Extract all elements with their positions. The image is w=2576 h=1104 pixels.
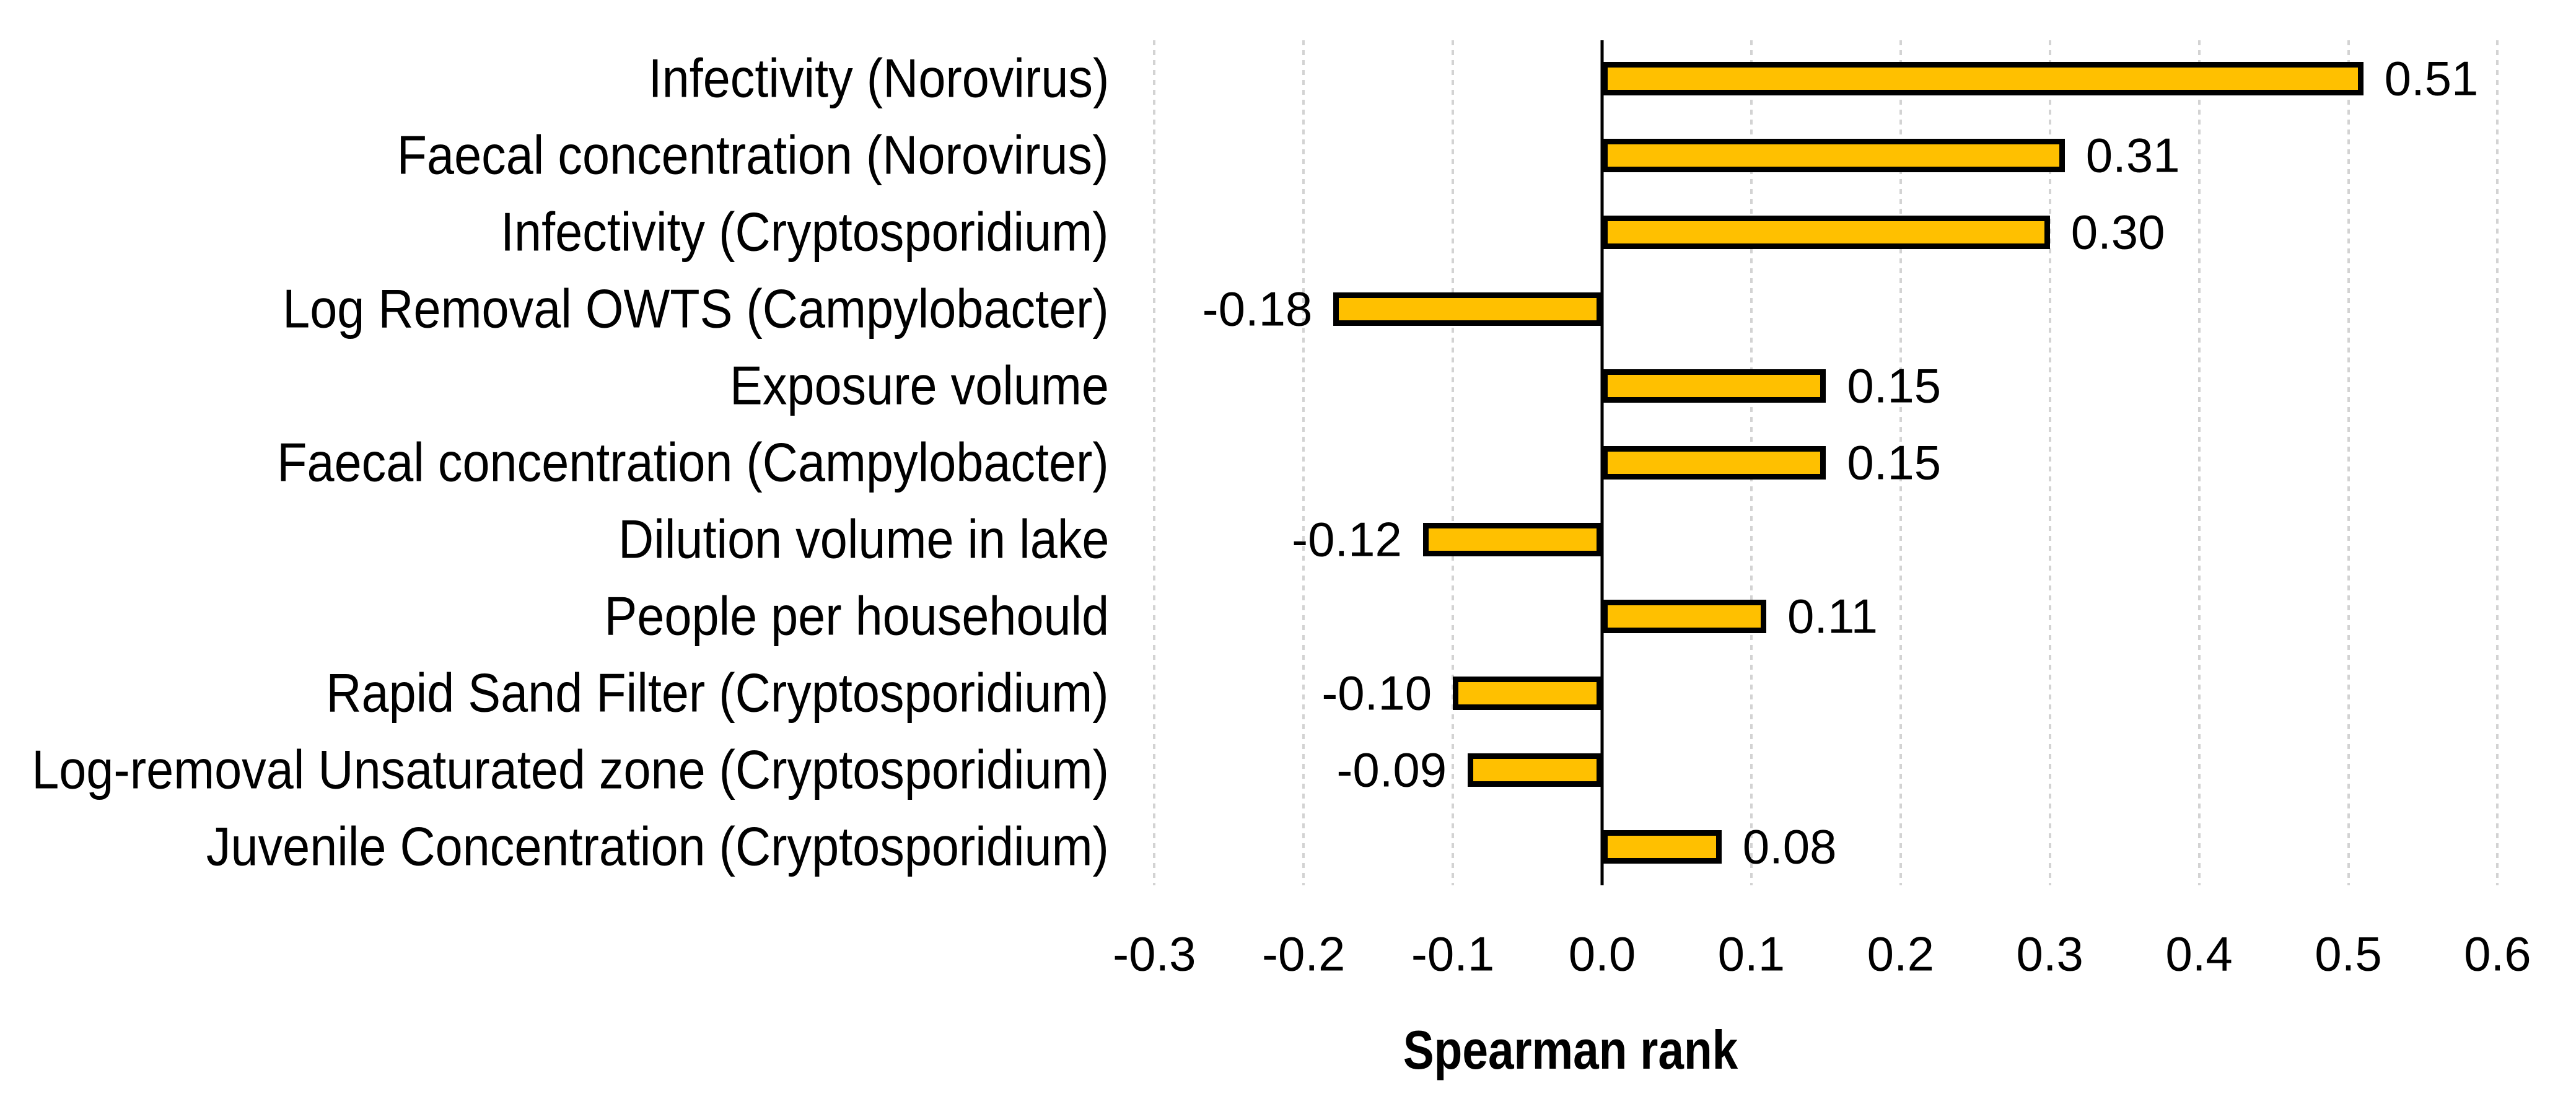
bar-8	[1602, 600, 1766, 633]
gridline-0.4	[2197, 40, 2201, 885]
x-tick-label--0.2: -0.2	[1261, 926, 1346, 981]
category-label-6: Faecal concentration (Campylobacter)	[277, 431, 1109, 493]
bar-4	[1333, 292, 1602, 326]
gridline--0.1	[1452, 40, 1455, 885]
x-axis-title: Spearman rank	[1403, 1019, 1738, 1080]
value-label-4: -0.18	[1202, 281, 1313, 336]
gridline-0.3	[2048, 40, 2051, 885]
value-label-5: 0.15	[1847, 358, 1942, 413]
x-tick-label--0.1: -0.1	[1411, 926, 1495, 981]
bar-3	[1602, 216, 2050, 249]
category-label-10: Log-removal Unsaturated zone (Cryptospor…	[32, 738, 1109, 800]
value-label-10: -0.09	[1336, 742, 1447, 797]
value-label-8: 0.11	[1787, 589, 1878, 644]
x-tick-label-0.4: 0.4	[2165, 926, 2233, 981]
bar-1	[1602, 62, 2364, 95]
x-tick-label-0.1: 0.1	[1717, 926, 1785, 981]
gridline-0.6	[2496, 40, 2499, 885]
x-tick-label--0.3: -0.3	[1113, 926, 1196, 981]
value-label-9: -0.10	[1321, 665, 1432, 721]
category-label-4: Log Removal OWTS (Campylobacter)	[283, 278, 1109, 340]
value-label-1: 0.51	[2384, 51, 2479, 106]
value-label-3: 0.30	[2070, 204, 2165, 260]
bar-7	[1422, 523, 1602, 556]
category-label-1: Infectivity (Norovirus)	[648, 47, 1109, 109]
category-label-3: Infectivity (Cryptosporidium)	[501, 201, 1109, 263]
category-label-9: Rapid Sand Filter (Cryptosporidium)	[326, 662, 1109, 724]
bar-5	[1602, 369, 1826, 403]
gridline-0.5	[2347, 40, 2350, 885]
bar-6	[1602, 446, 1826, 480]
gridline--0.3	[1153, 40, 1156, 885]
category-label-11: Juvenile Concentration (Cryptosporidium)	[206, 815, 1109, 877]
category-label-8: People per househould	[604, 585, 1109, 647]
category-label-2: Faecal concentration (Norovirus)	[397, 124, 1109, 186]
bar-11	[1602, 830, 1722, 864]
x-tick-label-0.6: 0.6	[2464, 926, 2531, 981]
x-tick-label-0.5: 0.5	[2315, 926, 2382, 981]
value-label-11: 0.08	[1742, 819, 1837, 874]
value-label-2: 0.31	[2085, 128, 2180, 183]
bar-2	[1602, 139, 2065, 172]
category-label-7: Dilution volume in lake	[618, 508, 1109, 570]
bar-10	[1468, 753, 1602, 787]
x-tick-label-0.3: 0.3	[2016, 926, 2083, 981]
category-label-5: Exposure volume	[730, 354, 1109, 416]
gridline--0.2	[1302, 40, 1305, 885]
x-tick-label-0.0: 0.0	[1568, 926, 1636, 981]
value-label-6: 0.15	[1847, 435, 1942, 490]
value-label-7: -0.12	[1292, 512, 1402, 567]
gridline-0.2	[1899, 40, 1902, 885]
bar-9	[1453, 677, 1602, 710]
x-tick-label-0.2: 0.2	[1867, 926, 1935, 981]
